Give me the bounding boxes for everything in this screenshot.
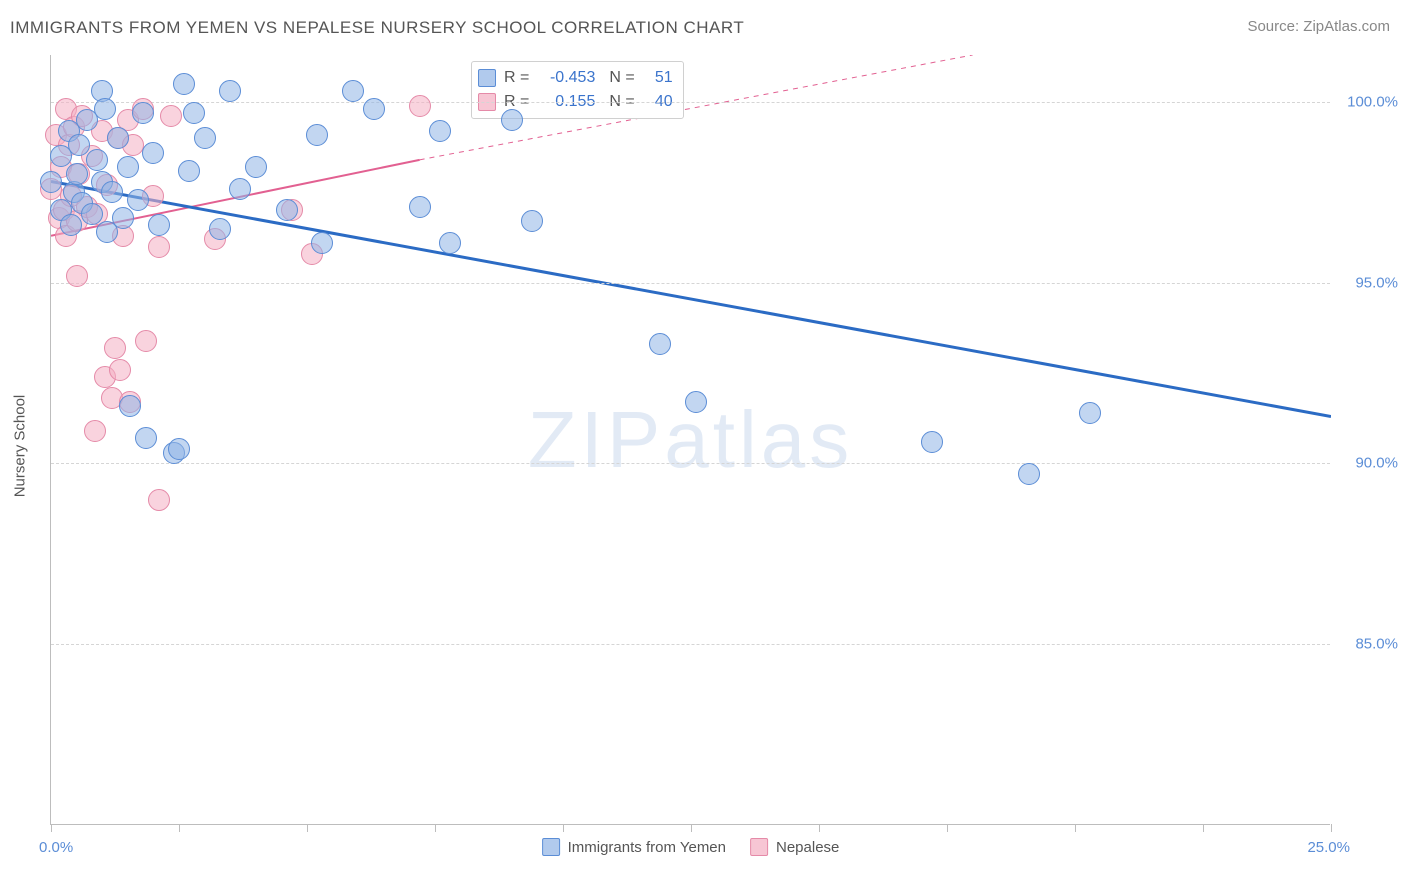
scatter-point-blue	[81, 203, 103, 225]
scatter-point-blue	[194, 127, 216, 149]
scatter-point-blue	[142, 142, 164, 164]
x-tick	[691, 824, 692, 832]
scatter-point-blue	[112, 207, 134, 229]
scatter-point-blue	[363, 98, 385, 120]
legend-swatch-pink-icon	[750, 838, 768, 856]
chart-container: IMMIGRANTS FROM YEMEN VS NEPALESE NURSER…	[0, 0, 1406, 892]
legend-item-blue: Immigrants from Yemen	[542, 838, 726, 856]
scatter-point-blue	[173, 73, 195, 95]
legend-item-pink: Nepalese	[750, 838, 839, 856]
x-tick	[1075, 824, 1076, 832]
plot-area: ZIPatlas R = -0.453 N = 51 R = 0.155 N =…	[50, 55, 1330, 825]
source-label: Source: ZipAtlas.com	[1247, 18, 1390, 35]
scatter-point-blue	[229, 178, 251, 200]
scatter-point-blue	[501, 109, 523, 131]
scatter-point-pink	[66, 265, 88, 287]
scatter-point-blue	[60, 214, 82, 236]
chart-title: IMMIGRANTS FROM YEMEN VS NEPALESE NURSER…	[10, 18, 744, 38]
scatter-point-blue	[117, 156, 139, 178]
scatter-point-blue	[40, 171, 62, 193]
scatter-point-blue	[132, 102, 154, 124]
scatter-point-blue	[94, 98, 116, 120]
trendlines-svg	[51, 55, 1331, 825]
scatter-point-blue	[1018, 463, 1040, 485]
correlation-legend: R = -0.453 N = 51 R = 0.155 N = 40	[471, 61, 684, 119]
scatter-point-pink	[409, 95, 431, 117]
scatter-point-pink	[148, 236, 170, 258]
scatter-point-pink	[84, 420, 106, 442]
scatter-point-blue	[409, 196, 431, 218]
scatter-point-blue	[1079, 402, 1101, 424]
scatter-point-blue	[439, 232, 461, 254]
x-tick	[819, 824, 820, 832]
scatter-point-blue	[86, 149, 108, 171]
scatter-point-blue	[119, 395, 141, 417]
scatter-point-blue	[168, 438, 190, 460]
legend-swatch-blue-icon	[542, 838, 560, 856]
scatter-point-blue	[148, 214, 170, 236]
gridline-h	[51, 102, 1330, 103]
y-tick-label: 95.0%	[1338, 274, 1398, 291]
x-tick	[179, 824, 180, 832]
scatter-point-blue	[342, 80, 364, 102]
x-tick	[435, 824, 436, 832]
scatter-point-blue	[276, 199, 298, 221]
scatter-point-blue	[521, 210, 543, 232]
legend-swatch-blue	[478, 69, 496, 87]
scatter-point-blue	[178, 160, 200, 182]
scatter-point-blue	[306, 124, 328, 146]
scatter-point-pink	[135, 330, 157, 352]
scatter-point-pink	[104, 337, 126, 359]
gridline-h	[51, 644, 1330, 645]
bottom-legend: Immigrants from Yemen Nepalese	[542, 838, 840, 856]
scatter-point-blue	[127, 189, 149, 211]
scatter-point-blue	[135, 427, 157, 449]
scatter-point-blue	[429, 120, 451, 142]
y-tick-label: 100.0%	[1338, 93, 1398, 110]
x-tick	[1331, 824, 1332, 832]
scatter-point-blue	[685, 391, 707, 413]
scatter-point-blue	[649, 333, 671, 355]
scatter-point-blue	[183, 102, 205, 124]
x-tick	[51, 824, 52, 832]
x-tick	[307, 824, 308, 832]
gridline-h	[51, 283, 1330, 284]
x-tick-label-max: 25.0%	[1307, 839, 1350, 856]
scatter-point-blue	[921, 431, 943, 453]
scatter-point-pink	[148, 489, 170, 511]
y-axis-label: Nursery School	[12, 395, 29, 498]
y-tick-label: 90.0%	[1338, 455, 1398, 472]
scatter-point-blue	[107, 127, 129, 149]
y-tick-label: 85.0%	[1338, 636, 1398, 653]
x-tick	[563, 824, 564, 832]
x-tick-label-min: 0.0%	[39, 839, 73, 856]
x-tick	[1203, 824, 1204, 832]
scatter-point-blue	[311, 232, 333, 254]
scatter-point-blue	[245, 156, 267, 178]
gridline-h	[51, 463, 1330, 464]
scatter-point-blue	[209, 218, 231, 240]
scatter-point-pink	[160, 105, 182, 127]
corr-row-blue: R = -0.453 N = 51	[478, 66, 673, 90]
scatter-point-blue	[101, 181, 123, 203]
scatter-point-blue	[66, 163, 88, 185]
scatter-point-blue	[219, 80, 241, 102]
x-tick	[947, 824, 948, 832]
scatter-point-pink	[109, 359, 131, 381]
